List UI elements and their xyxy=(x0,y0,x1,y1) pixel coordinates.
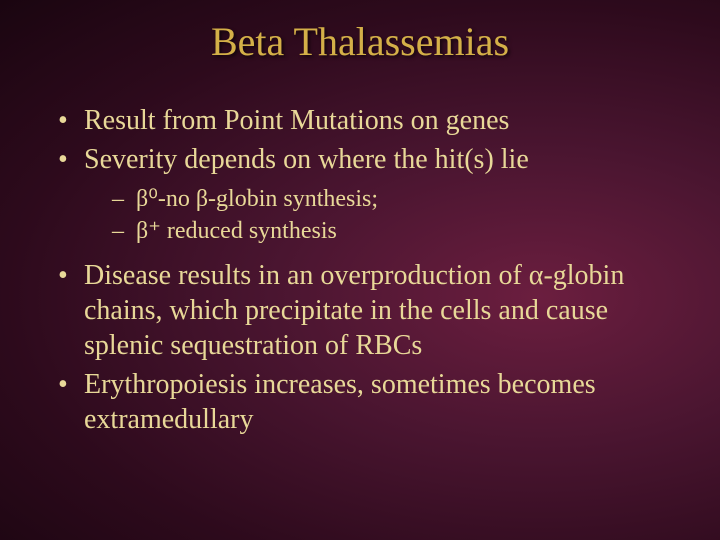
bullet-item: Severity depends on where the hit(s) lie… xyxy=(50,142,670,248)
bullet-text: Severity depends on where the hit(s) lie xyxy=(84,144,529,175)
sub-bullet-text: β⁰-no β-globin synthesis; xyxy=(136,186,378,212)
bullet-item: Erythropoiesis increases, sometimes beco… xyxy=(50,367,670,437)
sub-bullet-text: β⁺ reduced synthesis xyxy=(136,218,337,244)
bullet-text: Result from Point Mutations on genes xyxy=(84,105,509,136)
slide-container: Beta Thalassemias Result from Point Muta… xyxy=(0,0,720,540)
sub-bullet-item: β⁺ reduced synthesis xyxy=(112,215,670,247)
slide-title: Beta Thalassemias xyxy=(50,18,670,65)
bullet-text: Erythropoiesis increases, sometimes beco… xyxy=(84,369,596,435)
sub-bullet-list: β⁰-no β-globin synthesis; β⁺ reduced syn… xyxy=(84,183,670,248)
sub-bullet-item: β⁰-no β-globin synthesis; xyxy=(112,183,670,215)
bullet-item: Result from Point Mutations on genes xyxy=(50,103,670,138)
bullet-text: Disease results in an overproduction of … xyxy=(84,260,624,361)
bullet-list: Result from Point Mutations on genes Sev… xyxy=(50,103,670,437)
bullet-item: Disease results in an overproduction of … xyxy=(50,258,670,363)
slide-content: Result from Point Mutations on genes Sev… xyxy=(50,103,670,437)
